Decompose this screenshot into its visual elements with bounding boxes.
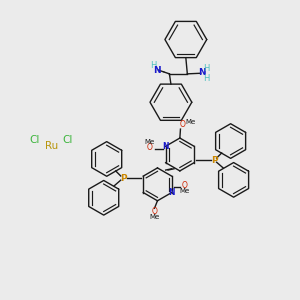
Text: Me: Me (149, 214, 160, 220)
Text: O: O (152, 207, 158, 216)
Text: Cl: Cl (30, 135, 40, 146)
Text: Me: Me (145, 139, 155, 145)
Text: O: O (147, 142, 153, 152)
Text: N: N (162, 142, 169, 151)
Text: O: O (182, 181, 187, 190)
Text: N: N (198, 68, 206, 77)
Text: Ru: Ru (45, 141, 58, 152)
Text: Me: Me (179, 188, 190, 194)
Text: Cl: Cl (63, 135, 73, 146)
Text: N: N (153, 66, 161, 75)
Text: P: P (211, 156, 217, 165)
Text: P: P (120, 174, 126, 183)
Text: H: H (150, 61, 156, 70)
Text: H: H (203, 74, 210, 82)
Text: Me: Me (185, 119, 195, 125)
Text: H: H (203, 64, 210, 73)
Text: N: N (168, 188, 175, 197)
Text: O: O (180, 120, 186, 129)
